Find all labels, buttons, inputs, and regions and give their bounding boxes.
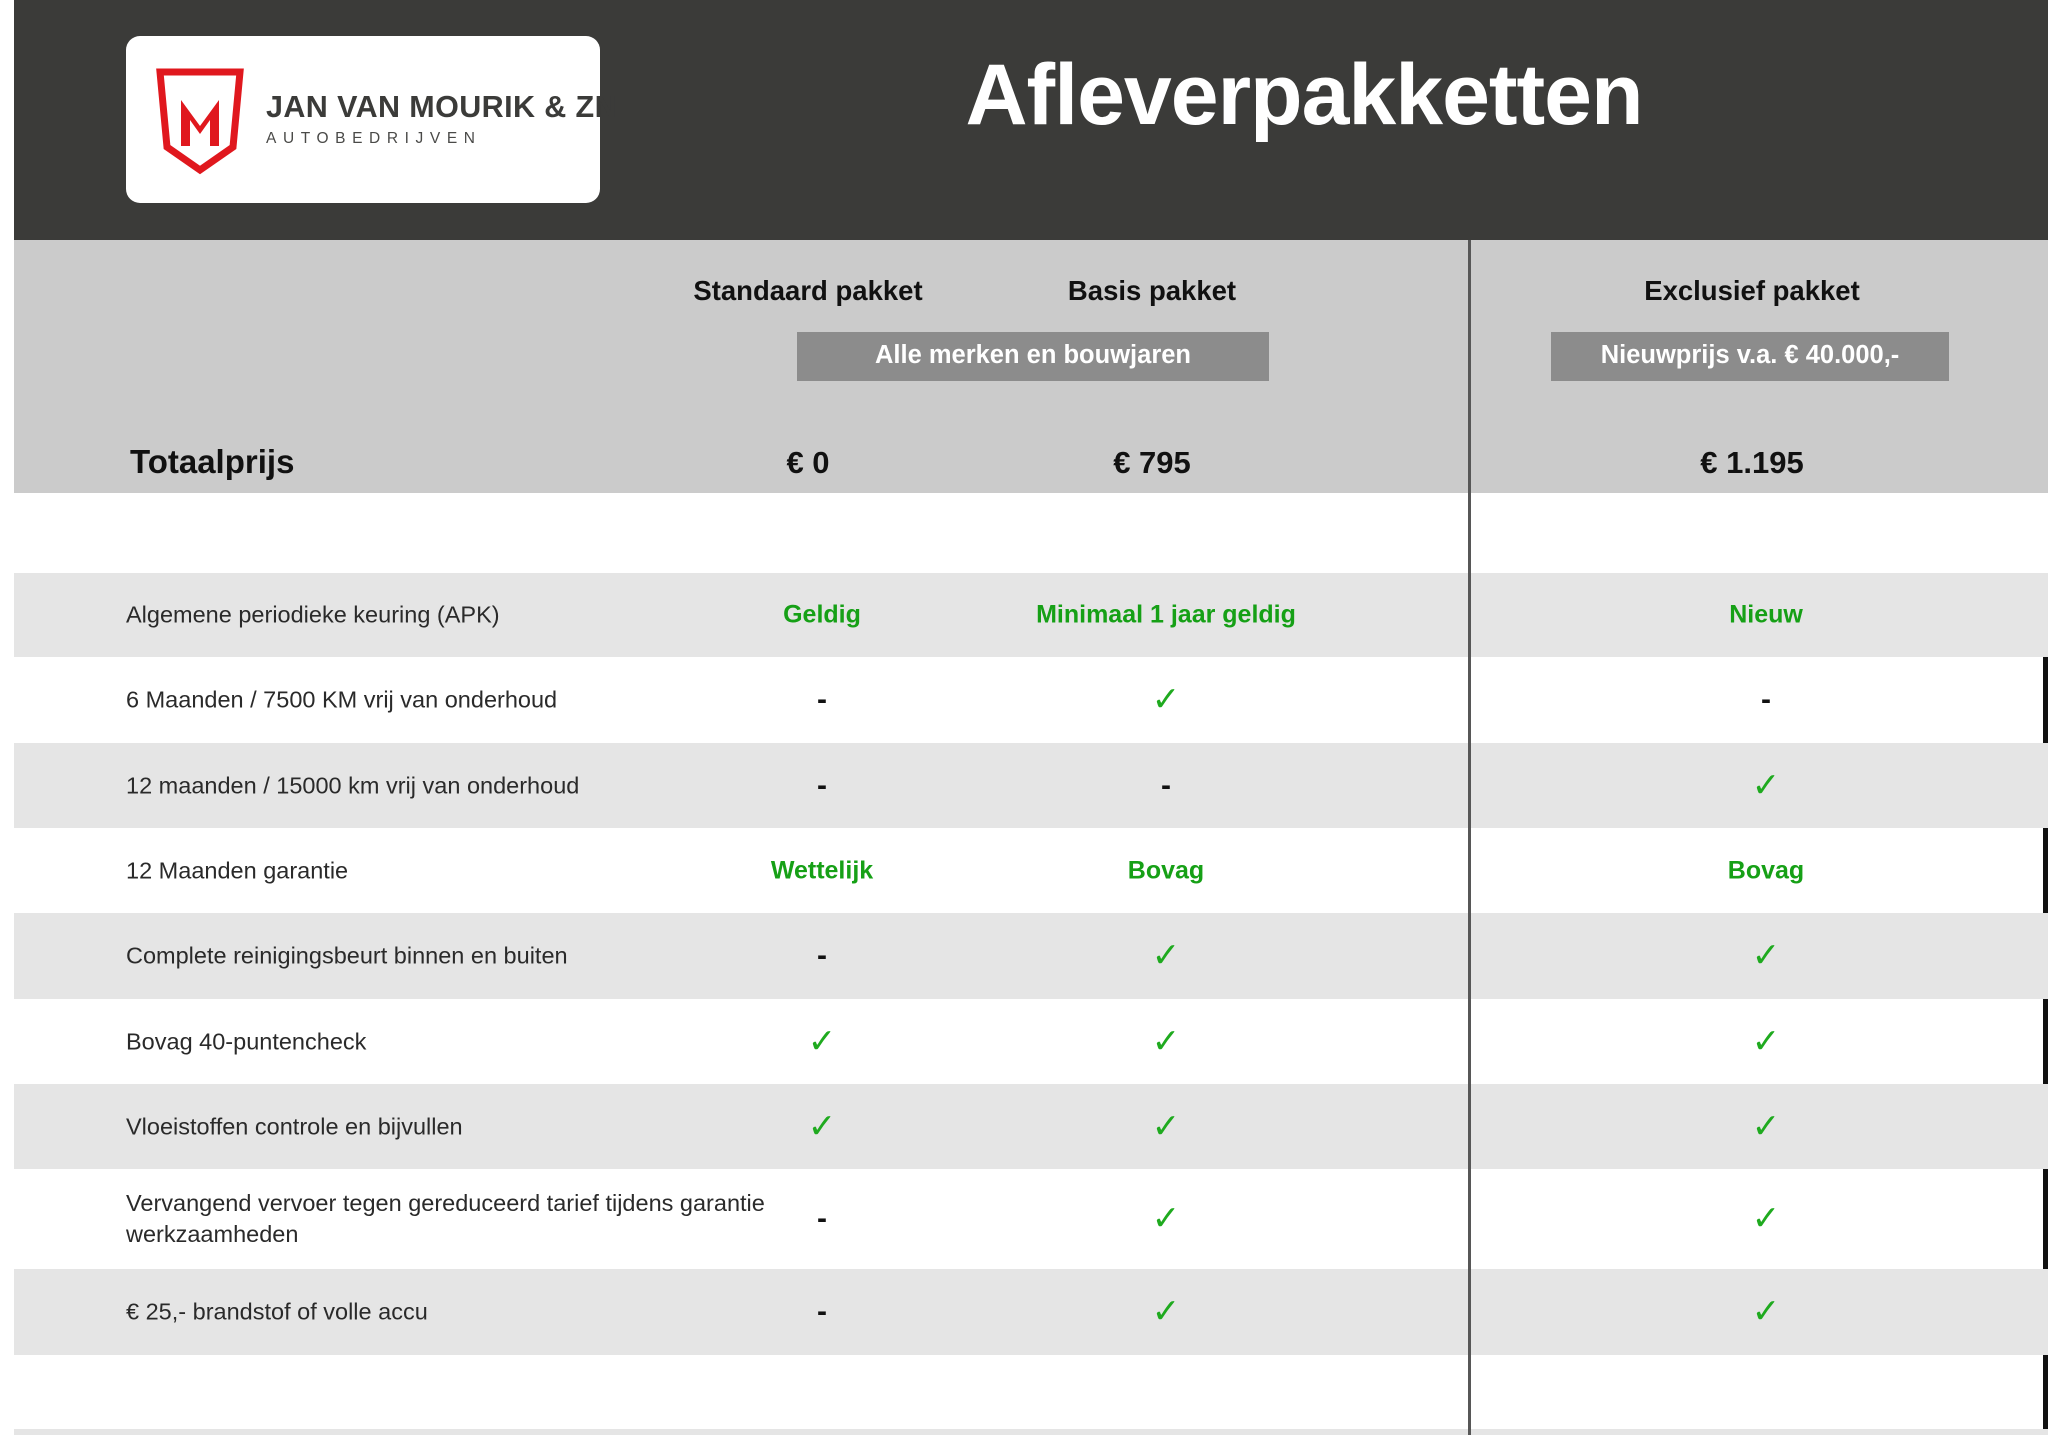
feature-value-standaard: ✓ bbox=[692, 1024, 952, 1059]
total-price-basis: € 795 bbox=[1113, 445, 1191, 480]
feature-label: 6 Maanden / 7500 KM vrij van onderhoud bbox=[126, 686, 558, 713]
feature-value-exclusief: ✓ bbox=[1566, 939, 1966, 974]
check-icon: ✓ bbox=[807, 1107, 837, 1145]
feature-value-text: Wettelijk bbox=[770, 856, 874, 884]
package-name-standaard: Standaard pakket bbox=[693, 275, 923, 306]
feature-table: Algemene periodieke keuring (APK) Geldig M… bbox=[14, 573, 2048, 1435]
check-icon: ✓ bbox=[1151, 1107, 1181, 1145]
feature-value-basis: ✓ bbox=[1036, 939, 1296, 974]
feature-value-standaard: ✓ bbox=[692, 1109, 952, 1144]
check-icon: ✓ bbox=[1751, 1292, 1781, 1331]
feature-value-basis: ✓ bbox=[1036, 1295, 1296, 1330]
logo-company-subtitle: AUTOBEDRIJVEN bbox=[266, 129, 482, 147]
dash-icon: - bbox=[817, 683, 827, 716]
feature-value-standaard: - bbox=[692, 769, 952, 803]
feature-value-basis: - bbox=[1036, 769, 1296, 803]
feature-value-exclusief: ✓ bbox=[1566, 1109, 1966, 1144]
feature-value-text: Bovag bbox=[1727, 856, 1805, 884]
logo-company-name: JAN VAN MOURIK & ZN bbox=[266, 90, 618, 125]
table-row: Vloeistoffen controle en bijvullen ✓ ✓ ✓ bbox=[14, 1084, 2048, 1169]
feature-label: 12 Maanden garantie bbox=[126, 856, 349, 883]
check-icon: ✓ bbox=[1151, 1022, 1181, 1060]
check-icon: ✓ bbox=[1751, 1199, 1781, 1238]
feature-label: Vloeistoffen controle en bijvullen bbox=[126, 1112, 463, 1139]
feature-value-exclusief: ✓ bbox=[1566, 1295, 1966, 1330]
dash-icon: - bbox=[817, 1202, 827, 1235]
table-row-empty bbox=[14, 1355, 2048, 1429]
table-row: 12 maanden / 15000 km vrij van onderhoud… bbox=[14, 743, 2048, 828]
check-icon: ✓ bbox=[1151, 1199, 1181, 1238]
page-title: Afleverpakketten bbox=[965, 47, 1643, 143]
feature-value-standaard: - bbox=[692, 1295, 952, 1329]
badge-alle-merken-en-bouwjaren: Alle merken en bouwjaren bbox=[797, 332, 1269, 381]
logo-wordmark: JAN VAN MOURIK & ZN AUTOBEDRIJVEN bbox=[266, 91, 617, 147]
package-header-basis: Basis pakket bbox=[1022, 275, 1282, 307]
check-icon: ✓ bbox=[1151, 1292, 1181, 1331]
package-header-standaard: Standaard pakket bbox=[678, 275, 938, 307]
spacer-row bbox=[14, 493, 2048, 573]
feature-value-text: Bovag bbox=[1127, 856, 1205, 884]
table-row: € 25,- brandstof of volle accu - ✓ ✓ bbox=[14, 1269, 2048, 1355]
check-icon: ✓ bbox=[1751, 766, 1781, 804]
check-icon: ✓ bbox=[1751, 1022, 1781, 1060]
feature-label: 12 maanden / 15000 km vrij van onderhoud bbox=[126, 771, 580, 798]
feature-value-standaard: Geldig bbox=[692, 601, 952, 630]
table-row: 6 Maanden / 7500 KM vrij van onderhoud - ✓… bbox=[14, 657, 2048, 743]
table-row: 12 Maanden garantie Wettelijk Bovag Bovag bbox=[14, 828, 2048, 913]
dash-icon: - bbox=[1161, 768, 1171, 802]
feature-value-standaard: - bbox=[692, 939, 952, 973]
check-icon: ✓ bbox=[1151, 680, 1181, 719]
check-icon: ✓ bbox=[1151, 936, 1181, 975]
feature-value-exclusief: ✓ bbox=[1566, 768, 1966, 803]
feature-label: Complete reinigingsbeurt binnen en buite… bbox=[126, 942, 568, 969]
package-name-basis: Basis pakket bbox=[1067, 275, 1237, 306]
feature-value-basis: ✓ bbox=[1036, 1024, 1296, 1059]
feature-label: Bovag 40-puntencheck bbox=[126, 1027, 367, 1054]
table-row: Bovag 40-puntencheck ✓ ✓ ✓ bbox=[14, 999, 2048, 1084]
column-divider bbox=[1468, 240, 1471, 1435]
check-icon: ✓ bbox=[1751, 1107, 1781, 1145]
feature-value-exclusief: Nieuw bbox=[1566, 601, 1966, 630]
feature-value-basis: Minimaal 1 jaar geldig bbox=[1036, 601, 1296, 630]
feature-value-exclusief: Bovag bbox=[1566, 856, 1966, 885]
company-logo-card: JAN VAN MOURIK & ZN AUTOBEDRIJVEN bbox=[126, 36, 617, 203]
feature-value-exclusief: ✓ bbox=[1566, 1202, 1966, 1237]
page-header: JAN VAN MOURIK & ZN AUTOBEDRIJVEN Afleve… bbox=[14, 0, 2048, 240]
feature-value-standaard: Wettelijk bbox=[692, 856, 952, 885]
table-row: Vervangend vervoer tegen gereduceerd tar… bbox=[14, 1169, 2048, 1269]
total-price-label: Totaalprijs bbox=[130, 443, 295, 480]
check-icon: ✓ bbox=[807, 1022, 837, 1060]
feature-value-text: Minimaal 1 jaar geldig bbox=[1036, 600, 1296, 629]
package-name-exclusief: Exclusief pakket bbox=[1644, 275, 1860, 306]
feature-value-basis: ✓ bbox=[1036, 1109, 1296, 1144]
feature-label: Algemene periodieke keuring (APK) bbox=[126, 601, 500, 628]
feature-value-exclusief: - bbox=[1566, 683, 1966, 717]
feature-value-text: Nieuw bbox=[1729, 600, 1803, 629]
total-price-exclusief: € 1.195 bbox=[1700, 445, 1804, 480]
feature-value-basis: Bovag bbox=[1036, 856, 1296, 885]
table-row: Algemene periodieke keuring (APK) Geldig M… bbox=[14, 573, 2048, 657]
shield-m-logo-icon bbox=[156, 68, 244, 174]
feature-value-basis: ✓ bbox=[1036, 683, 1296, 718]
feature-value-standaard: - bbox=[692, 683, 952, 717]
total-price-standaard: € 0 bbox=[786, 445, 830, 480]
check-icon: ✓ bbox=[1751, 936, 1781, 975]
dash-icon: - bbox=[817, 768, 827, 802]
table-row-empty bbox=[14, 1429, 2048, 1435]
feature-label: € 25,- brandstof of volle accu bbox=[126, 1298, 428, 1325]
dash-icon: - bbox=[817, 1295, 827, 1328]
package-header-exclusief: Exclusief pakket bbox=[1552, 275, 1952, 307]
dash-icon: - bbox=[1761, 683, 1771, 716]
feature-label: Vervangend vervoer tegen gereduceerd tar… bbox=[126, 1189, 765, 1247]
feature-value-exclusief: ✓ bbox=[1566, 1024, 1966, 1059]
feature-value-standaard: - bbox=[692, 1202, 952, 1236]
feature-value-basis: ✓ bbox=[1036, 1202, 1296, 1237]
dash-icon: - bbox=[817, 939, 827, 972]
table-row: Complete reinigingsbeurt binnen en buite… bbox=[14, 913, 2048, 999]
badge-nieuwprijs: Nieuwprijs v.a. € 40.000,- bbox=[1551, 332, 1949, 381]
feature-value-text: Geldig bbox=[783, 600, 861, 629]
